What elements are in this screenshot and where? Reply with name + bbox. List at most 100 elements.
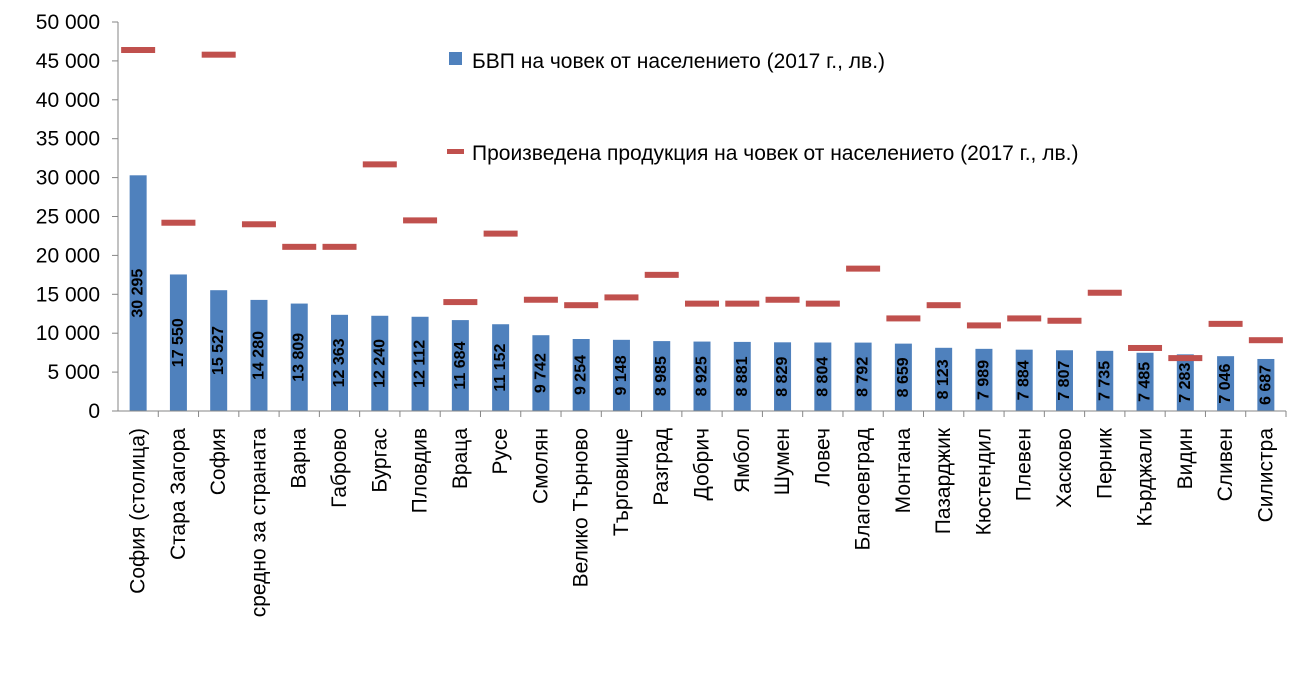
dash-marker [1208,320,1243,327]
bar [492,324,510,411]
bar [210,290,228,411]
bar [814,342,832,411]
y-tick-label: 40 000 [36,89,100,112]
dash-marker [403,217,438,224]
bar [371,315,389,411]
dash-marker [644,271,679,278]
y-tick-label: 45 000 [36,50,100,73]
dash-marker [966,322,1001,329]
bar [612,339,630,411]
dash-marker [523,296,558,303]
bar [1015,349,1033,411]
bar-data-label: 7 884 [1016,360,1033,400]
y-tick-label: 25 000 [36,206,100,229]
dash-marker [1168,355,1203,362]
y-axis: 0 5 000 10 000 15 000 20 000 25 000 30 000 35 0… [36,11,119,423]
x-category-label: Сливен [1214,428,1237,501]
y-tick-label: 35 000 [36,128,100,151]
bar [693,341,711,411]
dash-marker [282,243,317,250]
dash-marker [805,300,840,307]
dash-marker [604,294,639,301]
x-category-label: Русе [489,428,512,474]
bar-data-label: 8 925 [694,356,711,396]
bar [894,343,912,411]
data-labels: 30 295 17 550 15 527 14 280 13 809 12 363 12 2… [130,269,1275,405]
x-category-label: Перник [1093,427,1116,499]
dash-marker [564,302,599,309]
bar-data-label: 9 742 [532,353,549,393]
bar-data-label: 8 792 [855,357,872,397]
bar [1257,358,1275,411]
bar [250,299,268,411]
x-category-label: София [207,428,230,495]
dash-marker [121,47,156,54]
x-category-label: Габрово [328,428,351,508]
dash-marker [1248,337,1283,344]
y-tick-label: 50 000 [36,11,100,34]
bar [975,348,993,411]
bar [572,339,590,411]
bar-data-label: 7 485 [1137,362,1154,402]
x-category-label: Ямбол [731,428,754,493]
bar-data-label: 30 295 [130,269,147,318]
bar [1136,352,1154,411]
y-tick-label: 10 000 [36,322,100,345]
bar-data-label: 8 804 [814,357,831,397]
x-category-label: Видин [1174,428,1197,489]
bar [1096,350,1114,411]
bar [411,316,429,411]
bar [169,274,187,411]
x-category-label: Ловеч [811,428,834,486]
dash-marker [926,302,961,309]
legend-dash-label: Произведена продукция на човек от населе… [472,142,1078,165]
dash-marker [322,243,357,250]
x-category-label: Кюстендил [972,428,995,535]
dash-marker [1128,344,1163,351]
bar-data-label: 12 363 [331,338,348,387]
x-category-label: Бургас [368,428,391,493]
x-axis: София (столица) Стара Загора София средно з… [118,410,1287,617]
x-category-label: Хасково [1053,428,1076,508]
x-category-label: Враца [449,428,472,489]
dash-marker [241,221,276,228]
dash-marker [443,299,478,306]
bar-data-label: 13 809 [291,333,308,382]
dash-marker [1047,317,1082,324]
bar-data-label: 8 985 [653,356,670,396]
dash-series [121,47,1283,362]
bar-data-label: 7 046 [1217,363,1234,403]
bar-data-label: 7 283 [1177,363,1194,403]
x-category-label: Варна [288,428,311,489]
x-category-label: Търговище [610,428,633,536]
bar-data-label: 8 829 [774,357,791,397]
x-category-label: Пловдив [409,428,432,513]
bar-data-label: 15 527 [210,326,227,375]
bar [1176,354,1194,411]
dash-marker [1007,315,1042,322]
bar [451,320,469,411]
bar-data-label: 11 684 [452,341,469,389]
x-category-label: Плевен [1013,428,1036,501]
x-category-label: Велико Търново [570,428,593,587]
y-tick-label: 0 [88,400,100,423]
x-category-label: Силистра [1254,428,1277,523]
bar-data-label: 9 148 [613,355,630,395]
dash-marker [362,161,397,168]
bar-data-label: 7 735 [1096,361,1113,401]
x-category-label: София (столица) [127,428,150,594]
y-tick-label: 5 000 [47,361,100,384]
bar [129,175,147,411]
dash-marker [685,300,719,307]
dash-marker [765,296,800,303]
dash-marker [201,51,236,58]
bar-data-label: 7 807 [1056,361,1073,401]
bar-data-label: 17 550 [170,318,187,367]
bar [935,347,953,411]
bar [733,341,751,411]
bar [1217,356,1235,411]
bar-data-label: 8 881 [734,356,751,396]
legend: БВП на човек от населението (2017 г., лв… [447,50,1078,165]
y-tick-label: 20 000 [36,244,100,267]
x-category-label: Благоевград [852,428,875,550]
